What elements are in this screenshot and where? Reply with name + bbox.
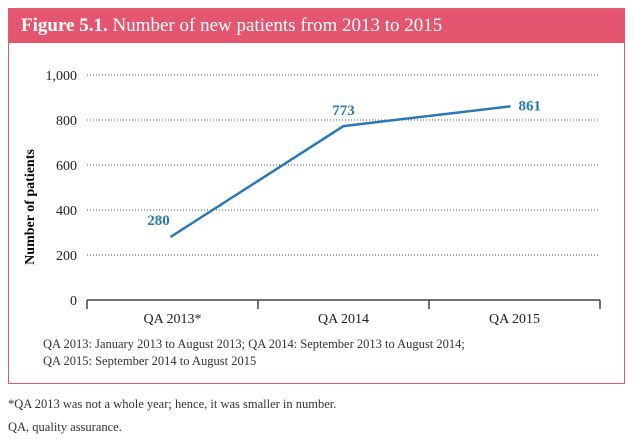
y-tick-label: 800 [56,114,77,129]
period-notes: QA 2013: January 2013 to August 2013; QA… [43,336,465,370]
y-tick-label: 200 [56,249,77,264]
period-note-line: QA 2015: September 2014 to August 2015 [43,354,257,368]
figure-title: Number of new patients from 2013 to 2015 [112,15,443,36]
y-tick-label: 600 [56,159,77,174]
y-tick-label: 1,000 [46,69,78,84]
y-tick-label: 400 [56,204,77,219]
y-axis-label: Number of patients [23,149,38,265]
data-label: 861 [519,98,542,114]
data-label: 773 [332,103,355,119]
series-line [169,105,511,239]
line-chart: Number of patients 0 200 400 600 800 1,000 QA … [23,69,601,327]
period-note-line: QA 2013: January 2013 to August 2013; QA… [43,337,465,351]
figure-label: Figure 5.1. [21,15,108,36]
x-tick-label: QA 2015 [489,312,540,327]
footnote-asterisk: *QA 2013 was not a whole year; hence, it… [8,397,337,411]
x-tick-label: QA 2013* [144,312,202,327]
figure-header: Figure 5.1. Number of new patients from … [9,9,624,43]
x-tick-label: QA 2014 [318,312,369,327]
y-tick-label: 0 [70,294,77,309]
data-label: 280 [147,213,170,229]
figure-frame: Figure 5.1. Number of new patients from … [8,8,625,384]
footnote-abbreviation: QA, quality assurance. [8,420,122,434]
